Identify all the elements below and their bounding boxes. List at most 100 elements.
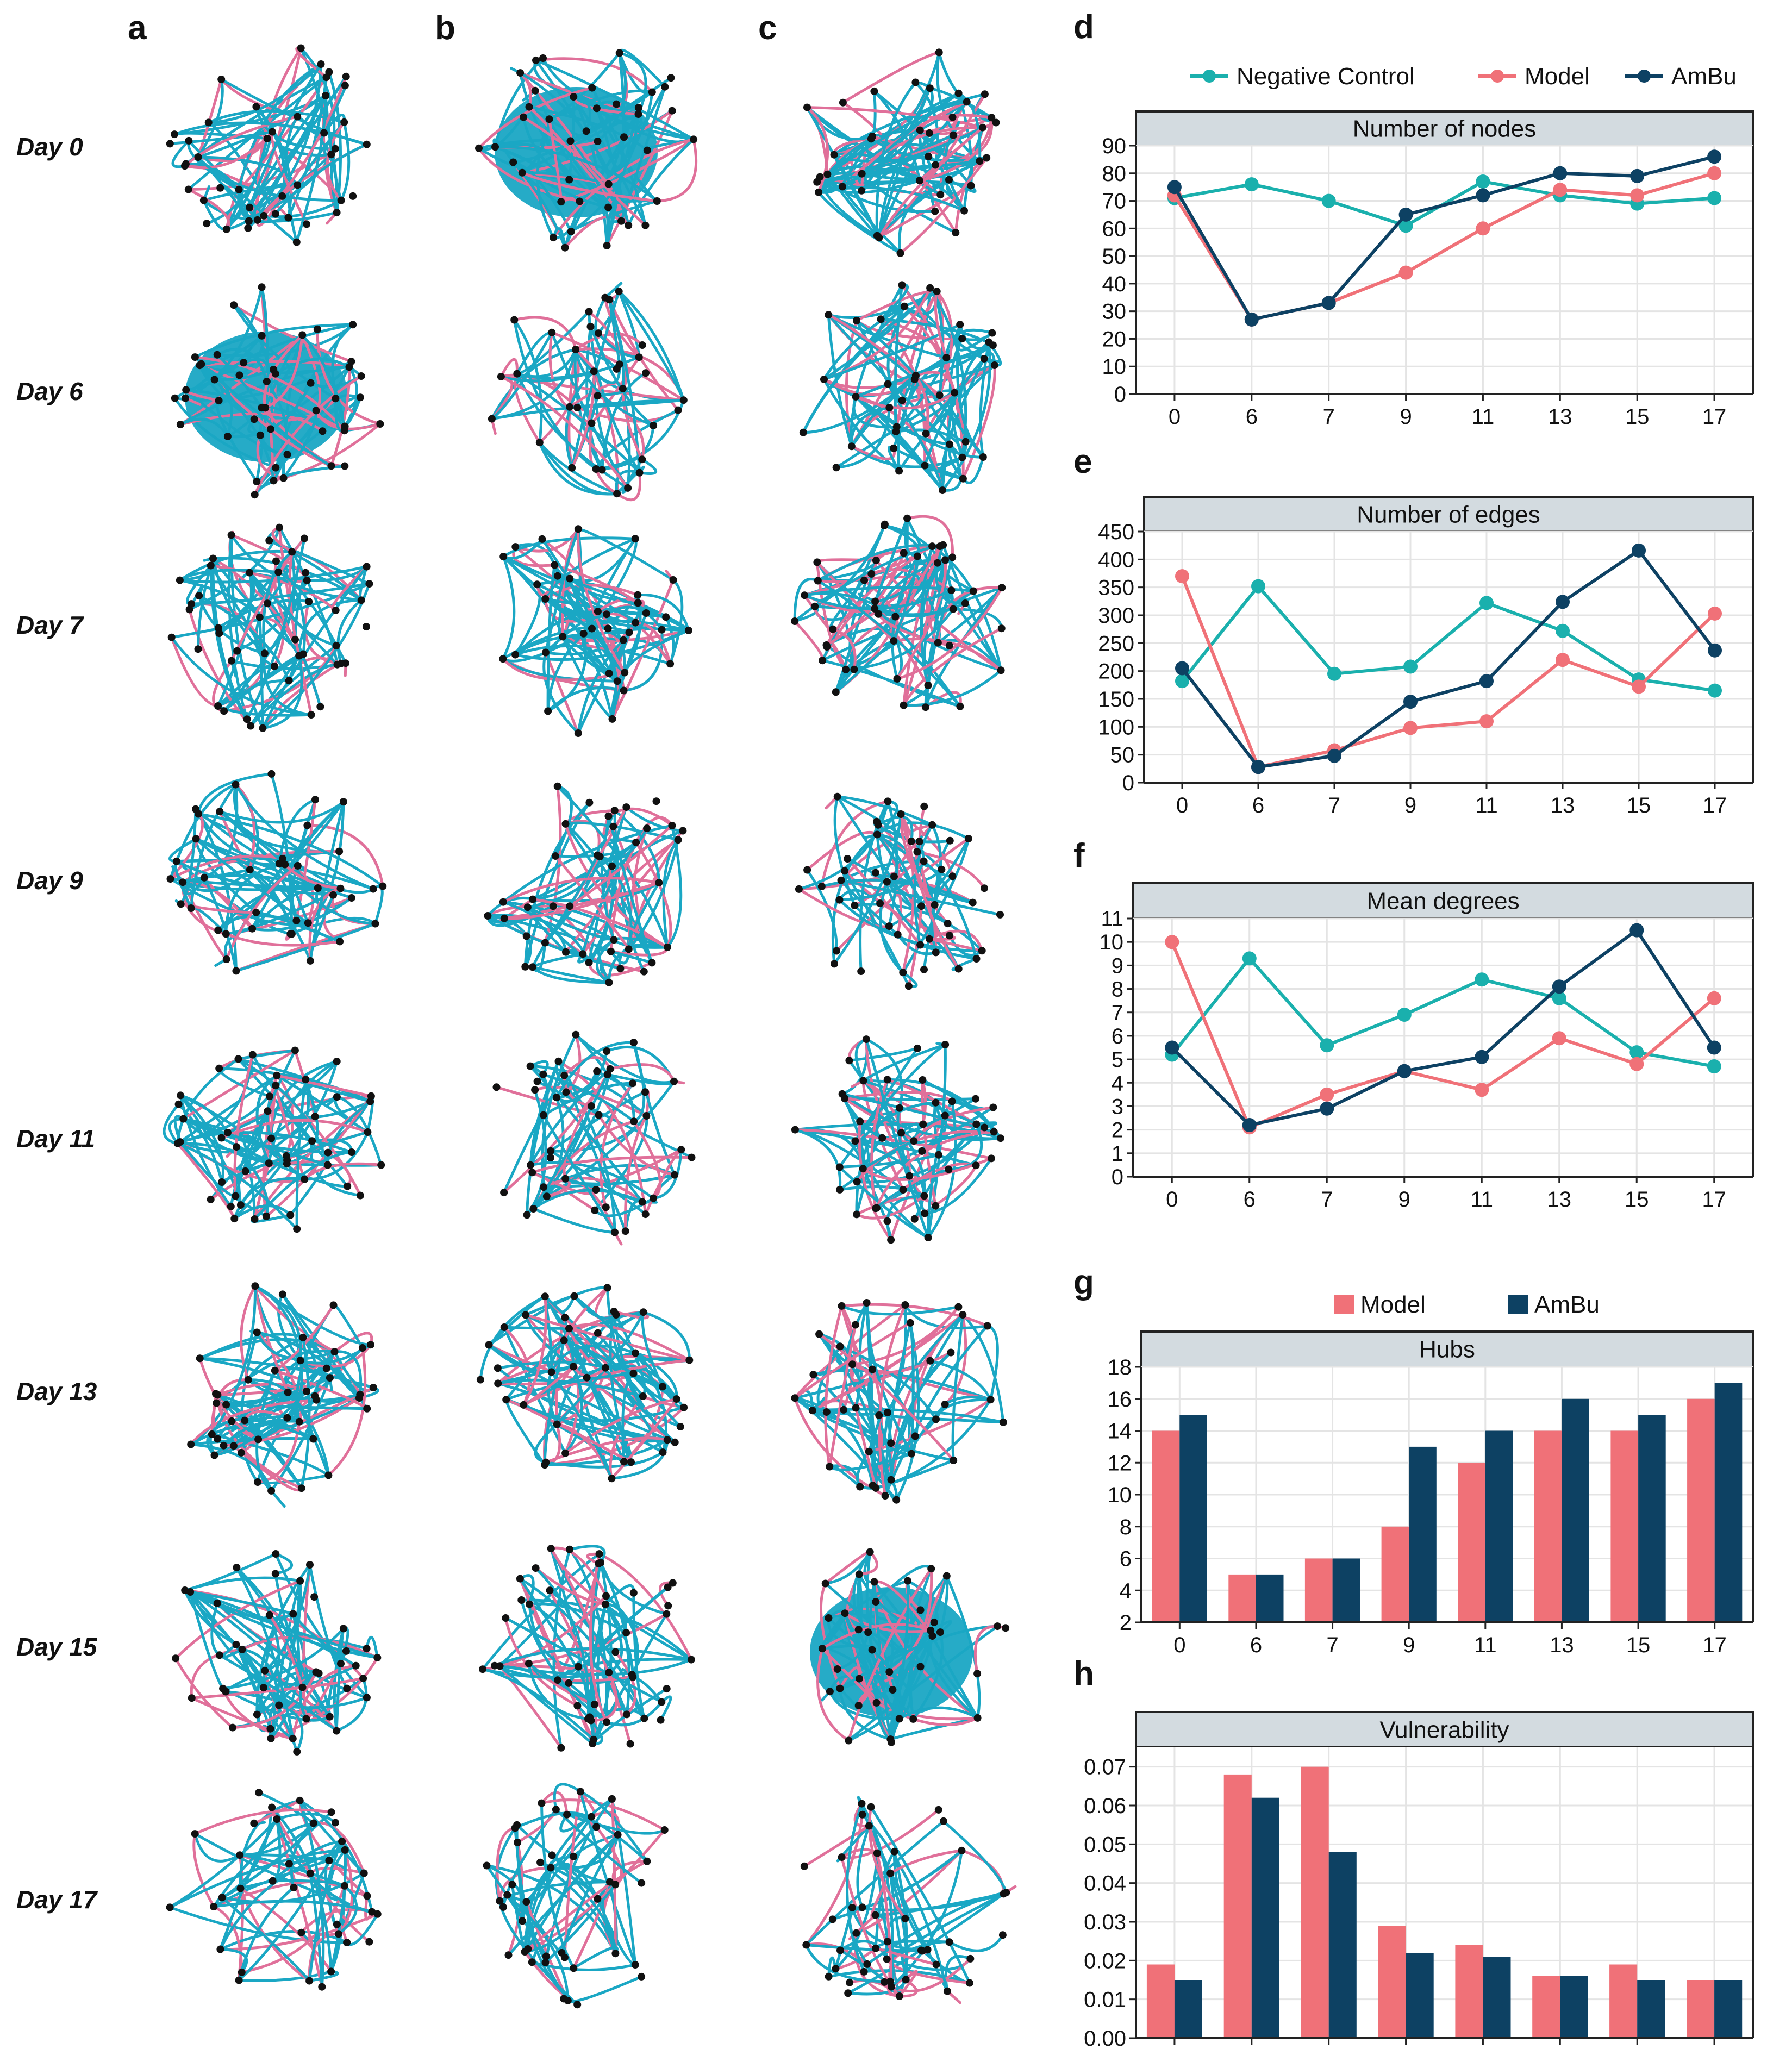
network-edge: [565, 1813, 666, 1835]
network-node: [603, 1047, 611, 1055]
network-node: [215, 629, 223, 638]
network-node: [195, 592, 203, 600]
network-edge: [521, 109, 674, 174]
bar-model: [1378, 1926, 1406, 2038]
network-edge: [513, 318, 543, 444]
legend-bar-swatch: [1334, 1295, 1354, 1314]
network-node: [981, 1123, 989, 1132]
network-node: [255, 613, 264, 621]
network-node: [841, 867, 848, 875]
network-node: [659, 1448, 667, 1457]
network-node: [270, 477, 278, 485]
data-point: [1320, 1038, 1334, 1053]
network-edge: [182, 1117, 329, 1166]
network-edge: [255, 1331, 361, 1400]
network-edge: [329, 365, 351, 467]
network-node: [520, 1401, 528, 1409]
network-edge: [592, 1552, 613, 1741]
network-b-1: [488, 282, 688, 502]
data-point: [1242, 951, 1257, 966]
legend-lines: Negative Control Model AmBu: [1190, 63, 1737, 90]
network-node: [611, 1228, 619, 1236]
network-node: [315, 1669, 323, 1677]
network-edge: [870, 568, 953, 592]
network-node: [563, 1810, 571, 1819]
network-edge: [884, 1325, 989, 1497]
network-edge: [824, 1550, 872, 1585]
network-node: [802, 1941, 810, 1949]
network-edge: [297, 598, 363, 657]
network-node: [833, 1665, 841, 1673]
network-node: [299, 1333, 307, 1341]
panel-letter-f: f: [1073, 837, 1085, 874]
network-node: [289, 1610, 297, 1618]
network-node: [945, 176, 953, 184]
network-node: [476, 1376, 484, 1384]
network-node: [273, 1815, 281, 1823]
network-node: [594, 608, 602, 615]
tick-label-y: 300: [1098, 604, 1134, 628]
tick-label-y: 12: [1108, 1451, 1132, 1475]
network-edge: [550, 331, 685, 402]
network-edge: [567, 1582, 675, 1685]
network-edge: [554, 854, 630, 951]
network-edge: [617, 290, 685, 402]
network-node: [952, 229, 960, 236]
network-node: [267, 1734, 275, 1742]
network-node: [837, 876, 845, 884]
network-node: [514, 1839, 522, 1846]
network-edge: [854, 1406, 889, 1497]
network-edge: [519, 71, 630, 227]
network-node: [969, 587, 977, 595]
network-node: [881, 522, 888, 529]
network-node: [899, 969, 907, 977]
network-edge: [496, 1826, 517, 1903]
network-edge: [211, 557, 249, 721]
network-edge: [218, 1848, 347, 1951]
network-node: [247, 722, 255, 730]
network-node: [174, 1100, 183, 1108]
network-node: [853, 1210, 860, 1219]
network-node: [859, 1165, 867, 1173]
network-node: [634, 591, 642, 599]
data-point: [1553, 183, 1568, 197]
network-node: [500, 914, 508, 922]
network-node: [322, 92, 330, 99]
network-edge: [827, 290, 939, 319]
tick-label-y: 150: [1098, 688, 1134, 711]
network-node: [238, 1968, 246, 1976]
network-node: [828, 1915, 836, 1923]
data-point: [1476, 221, 1490, 236]
network-node: [655, 879, 663, 887]
network-node: [981, 90, 989, 98]
network-node: [604, 624, 612, 633]
day-label-4: Day 11: [16, 1125, 95, 1153]
network-edge: [935, 544, 967, 605]
network-node: [518, 168, 526, 177]
network-edge: [794, 1396, 889, 1416]
network-edge: [928, 86, 993, 119]
network-node: [916, 1606, 925, 1614]
network-node: [685, 1356, 694, 1364]
network-node: [961, 438, 970, 446]
network-edge: [913, 823, 934, 946]
network-edge: [183, 1576, 302, 1592]
network-node: [967, 182, 975, 190]
network-node: [836, 1185, 844, 1194]
network-node: [908, 1450, 915, 1458]
network-node: [653, 197, 661, 205]
network-node: [640, 967, 648, 976]
network-edge: [541, 1073, 635, 1123]
network-node: [565, 1325, 573, 1333]
network-node: [235, 185, 243, 193]
bar-model: [1687, 1980, 1715, 2038]
network-edge: [597, 332, 641, 359]
network-node: [595, 1550, 603, 1558]
network-edge: [544, 1883, 617, 1964]
network-node: [941, 1041, 950, 1048]
network-edge: [601, 371, 647, 472]
network-edge: [841, 1092, 996, 1133]
network-node: [916, 941, 925, 949]
network-node: [240, 359, 248, 367]
network-edge: [853, 1047, 919, 1142]
